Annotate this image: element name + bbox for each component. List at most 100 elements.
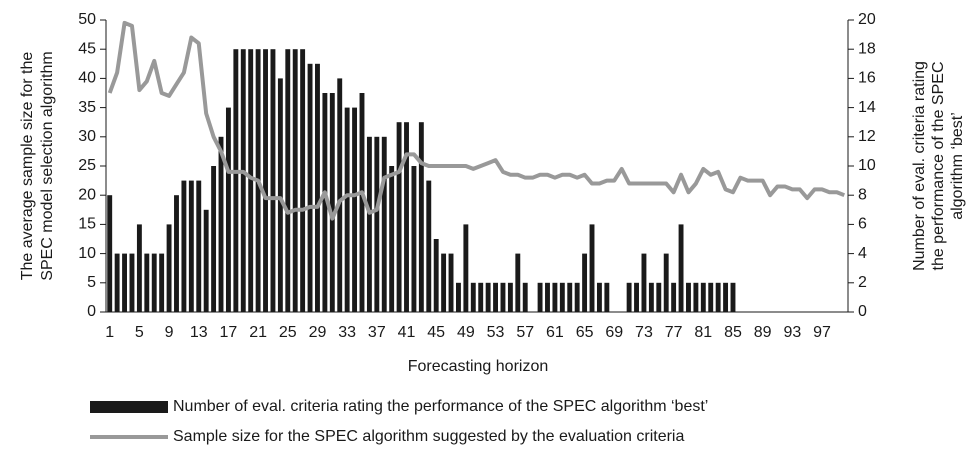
y2-tick-label: 20 [858, 11, 876, 28]
bar [693, 282, 699, 312]
y-tick-label: 10 [78, 245, 96, 262]
bar [470, 282, 476, 312]
legend-swatch [90, 401, 168, 413]
bar [582, 253, 588, 312]
bar [589, 224, 595, 312]
bar [151, 253, 157, 312]
bar [507, 282, 513, 312]
y2-tick-label: 2 [858, 274, 867, 291]
x-tick-label: 25 [279, 324, 297, 341]
bar [559, 282, 565, 312]
y-tick-label: 0 [87, 303, 96, 320]
x-tick-label: 37 [368, 324, 386, 341]
bar [448, 253, 454, 312]
bar [322, 93, 328, 312]
bar [203, 209, 209, 312]
bar [329, 93, 335, 312]
x-tick-label: 9 [165, 324, 174, 341]
bar [656, 282, 662, 312]
bar [574, 282, 580, 312]
x-tick-label: 33 [338, 324, 356, 341]
bar [604, 282, 610, 312]
bar [671, 282, 677, 312]
bar [263, 49, 268, 312]
bar [292, 49, 298, 312]
bar [270, 49, 276, 312]
bar [441, 253, 447, 312]
x-tick-label: 1 [105, 324, 114, 341]
bar [144, 253, 150, 312]
bar [686, 282, 691, 312]
bar [404, 122, 409, 312]
x-tick-label: 49 [457, 324, 475, 341]
bar [700, 282, 706, 312]
x-tick-label: 17 [220, 324, 238, 341]
bar [493, 282, 498, 312]
bar [634, 282, 639, 312]
y2-axis-label: Number of eval. criteria rating the perf… [911, 61, 966, 271]
bar [174, 195, 179, 312]
x-tick-label: 29 [309, 324, 327, 341]
y-tick-label: 20 [78, 186, 96, 203]
bar [522, 282, 528, 312]
y-tick-label: 40 [78, 70, 96, 87]
bar [663, 253, 669, 312]
y2-tick-label: 10 [858, 157, 876, 174]
bar [233, 49, 239, 312]
bar [723, 282, 729, 312]
bar [426, 180, 432, 312]
bar [552, 282, 558, 312]
bar [188, 180, 194, 312]
y-tick-label: 35 [78, 99, 96, 116]
x-tick-label: 69 [605, 324, 623, 341]
y2-axis-label-line: algorithm ‘best’ [949, 112, 966, 220]
bar [315, 63, 320, 312]
bar [107, 195, 113, 312]
bar [181, 180, 187, 312]
x-axis-label: Forecasting horizon [408, 358, 549, 375]
y-axis-label-line: SPEC model selection algorithm [39, 51, 56, 280]
bar [114, 253, 120, 312]
bar [678, 224, 684, 312]
bar [715, 282, 721, 312]
bar [485, 282, 491, 312]
bar [456, 282, 461, 312]
bar [418, 122, 424, 312]
x-tick-label: 77 [665, 324, 683, 341]
bar [626, 282, 632, 312]
y-tick-label: 45 [78, 40, 96, 57]
bar [129, 253, 135, 312]
y-tick-label: 25 [78, 157, 96, 174]
bar [225, 107, 231, 312]
x-tick-label: 97 [813, 324, 831, 341]
bar [122, 253, 127, 312]
legend-label: Sample size for the SPEC algorithm sugge… [173, 428, 684, 445]
bar [389, 166, 395, 312]
y-tick-label: 5 [87, 274, 96, 291]
bar [344, 107, 350, 312]
bar [596, 282, 602, 312]
x-tick-label: 61 [546, 324, 564, 341]
y-tick-label: 50 [78, 11, 96, 28]
bar [500, 282, 506, 312]
x-tick-label: 57 [516, 324, 534, 341]
x-tick-label: 41 [398, 324, 416, 341]
bar [641, 253, 647, 312]
bar [136, 224, 142, 312]
bar [545, 282, 550, 312]
line [107, 20, 846, 221]
x-tick-label: 13 [190, 324, 208, 341]
bar [359, 93, 365, 312]
bar [159, 253, 165, 312]
bar [248, 49, 254, 312]
bar [708, 282, 714, 312]
bar [381, 136, 387, 312]
x-tick-label: 93 [783, 324, 801, 341]
x-tick-label: 45 [427, 324, 445, 341]
bar [218, 136, 224, 312]
x-tick-label: 73 [635, 324, 653, 341]
bar [730, 282, 736, 312]
y2-tick-label: 4 [858, 245, 867, 262]
bar [277, 78, 283, 313]
